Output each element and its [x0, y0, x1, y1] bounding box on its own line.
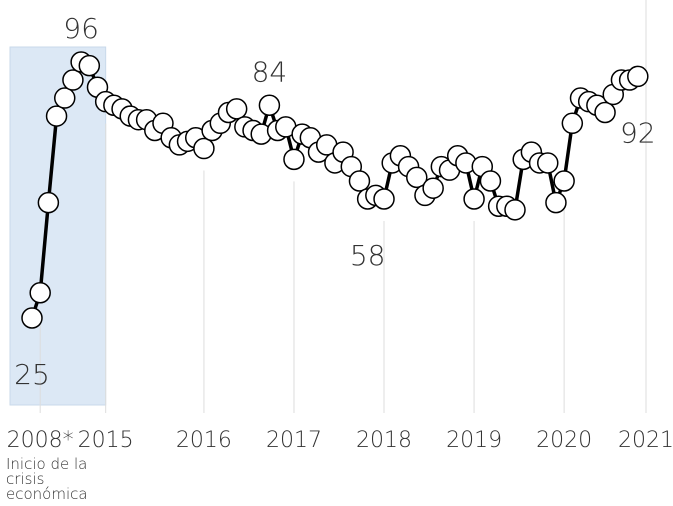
point: [594, 101, 616, 124]
annotation: crisis: [6, 470, 44, 488]
annotation: económica: [6, 485, 88, 503]
point: [37, 191, 60, 214]
point: [545, 191, 567, 214]
point: [406, 166, 428, 189]
point: [29, 282, 51, 304]
data-label: 58: [350, 239, 386, 272]
point: [258, 94, 281, 117]
data-label: 25: [14, 358, 50, 391]
point: [225, 98, 248, 120]
point: [504, 199, 526, 221]
point: [537, 152, 559, 174]
point: [627, 65, 649, 88]
point: [21, 307, 43, 329]
point: [53, 87, 76, 109]
point: [373, 188, 395, 210]
point: [45, 105, 68, 127]
data-label: 84: [252, 55, 288, 88]
x-tick-label: 2008*: [7, 428, 74, 453]
x-tick-label: 2021: [618, 428, 673, 453]
data-label: 92: [620, 116, 656, 149]
x-tick-label: 2018: [356, 428, 412, 453]
point: [193, 137, 215, 160]
x-tick-label: 2020: [536, 428, 592, 453]
point: [422, 177, 444, 199]
annotation: Inicio de la: [6, 455, 87, 473]
point: [463, 188, 485, 210]
point: [78, 54, 101, 77]
point: [561, 112, 584, 135]
point: [348, 170, 371, 192]
point: [479, 170, 502, 192]
x-tick-label: 2019: [446, 428, 502, 453]
x-tick-label: 2016: [176, 428, 232, 453]
data-label: 96: [63, 12, 99, 45]
point: [553, 170, 575, 192]
x-tick-label: 2017: [266, 428, 322, 453]
point: [283, 148, 305, 171]
point: [62, 69, 84, 91]
x-tick-label: 2015: [78, 428, 134, 453]
